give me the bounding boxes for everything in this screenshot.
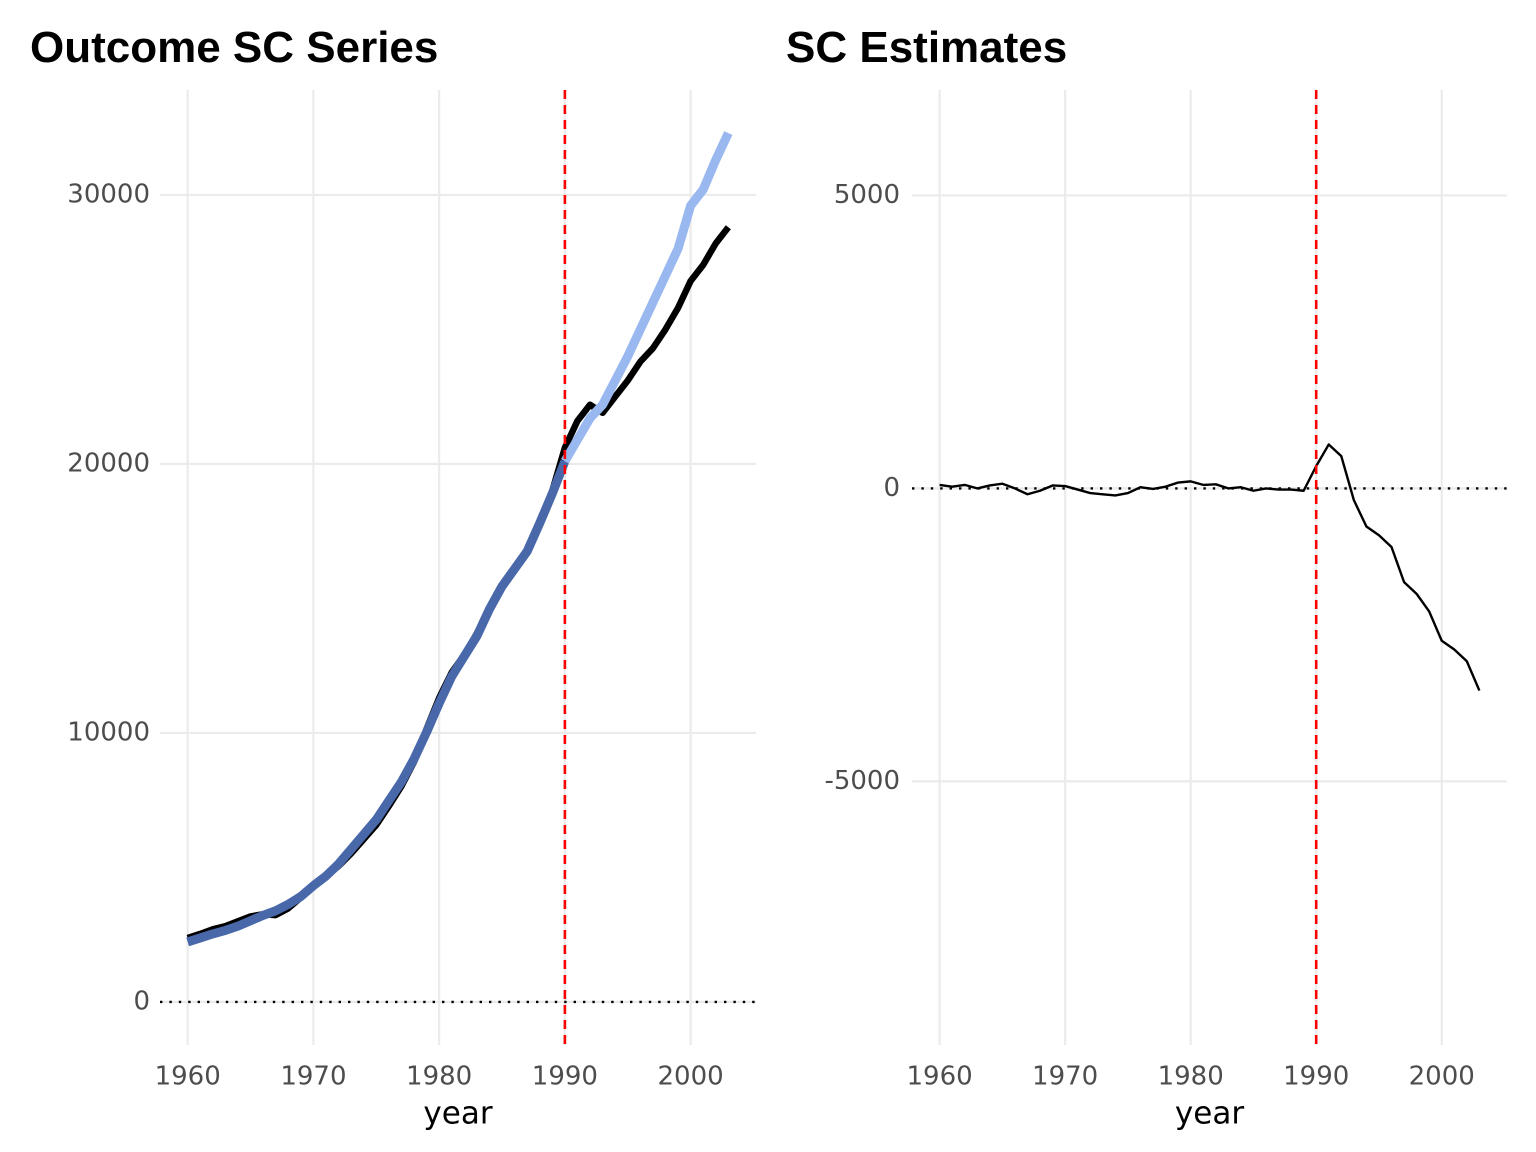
y-tick-label: 30000 [67,179,150,209]
sc-estimates-panel: SC Estimates 1960 1970 1980 1990 2000 -5000 0 50… [786,23,1507,1132]
x-tick-label: 1990 [532,1062,598,1092]
chart-title-estimates: SC Estimates [786,23,1067,72]
y-tick-label: -5000 [824,766,900,796]
x-tick-label: 1970 [280,1062,346,1092]
x-tick-label: 1980 [406,1062,472,1092]
y-tick-label: 0 [133,986,150,1016]
x-tick-label: 2000 [658,1062,724,1092]
series-line-2 [186,459,570,947]
x-axis-label-estimates: year [1175,1096,1244,1132]
x-tick-label: 1960 [155,1062,221,1092]
x-tick-label: 1960 [907,1062,973,1092]
y-tick-label: 10000 [67,717,150,747]
y-tick-label: 0 [883,473,900,503]
series-line-3 [560,131,733,464]
chart-title-outcome: Outcome SC Series [30,23,438,72]
x-tick-label: 2000 [1409,1062,1475,1092]
x-tick-label: 1970 [1032,1062,1098,1092]
series-line-1 [186,225,731,942]
x-axis-label-outcome: year [423,1096,492,1132]
series-line-1 [939,443,1481,692]
y-tick-label: 5000 [834,180,900,210]
y-tick-label: 20000 [67,448,150,478]
x-tick-label: 1980 [1158,1062,1224,1092]
x-tick-label: 1990 [1283,1062,1349,1092]
